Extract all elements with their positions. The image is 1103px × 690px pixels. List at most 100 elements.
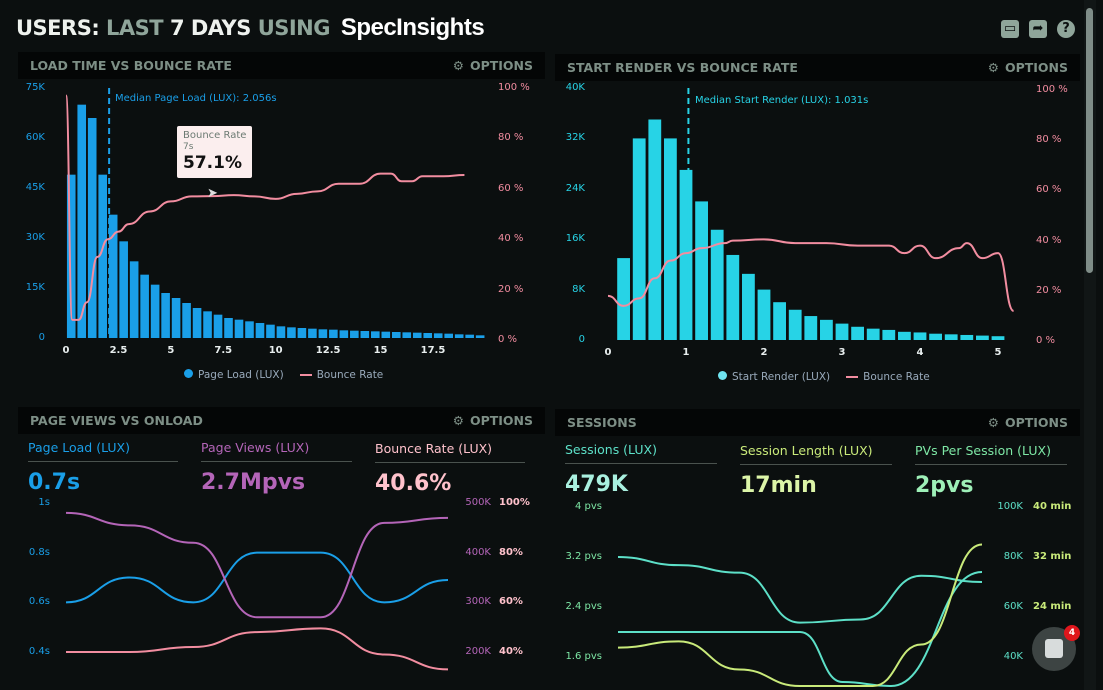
- histogram-bar[interactable]: [266, 324, 275, 338]
- histogram-bar[interactable]: [171, 298, 181, 338]
- histogram-bar[interactable]: [224, 318, 233, 338]
- histogram-bar[interactable]: [976, 335, 989, 340]
- legend-item[interactable]: Page Load (LUX): [184, 369, 284, 381]
- histogram-bar[interactable]: [77, 104, 87, 339]
- histogram-bar[interactable]: [944, 334, 958, 340]
- histogram-bar[interactable]: [454, 334, 464, 338]
- options-button[interactable]: ⚙ OPTIONS: [453, 58, 533, 73]
- histogram-bar[interactable]: [710, 229, 724, 340]
- histogram-bar[interactable]: [412, 332, 422, 338]
- histogram-bar[interactable]: [108, 214, 118, 338]
- histogram-bar[interactable]: [773, 302, 786, 340]
- y-tick-label: 0.6s: [28, 596, 50, 608]
- series-line[interactable]: [66, 627, 449, 671]
- chat-button[interactable]: 4: [1032, 625, 1080, 671]
- monitor-icon[interactable]: ▭: [1001, 20, 1019, 38]
- histogram-bar[interactable]: [339, 330, 349, 338]
- histogram-bar[interactable]: [648, 119, 662, 341]
- histogram-bar[interactable]: [423, 333, 433, 338]
- histogram-bar[interactable]: [391, 332, 401, 338]
- histogram-bar[interactable]: [433, 333, 443, 338]
- histogram-bar[interactable]: [360, 331, 370, 338]
- y2-tick-label: 100K: [997, 501, 1023, 512]
- legend-item[interactable]: Start Render (LUX): [718, 371, 830, 383]
- histogram-bar[interactable]: [129, 261, 139, 338]
- histogram-bar[interactable]: [350, 330, 359, 338]
- histogram-bar[interactable]: [402, 332, 412, 338]
- histogram-bar[interactable]: [381, 331, 391, 338]
- help-icon[interactable]: ?: [1057, 20, 1075, 38]
- histogram-bar[interactable]: [276, 326, 286, 338]
- histogram-bar[interactable]: [664, 138, 677, 340]
- histogram-bar[interactable]: [444, 333, 454, 338]
- series-line[interactable]: [65, 551, 449, 604]
- kpi-label: Page Load (LUX): [28, 440, 178, 462]
- histogram-bar[interactable]: [788, 309, 802, 340]
- histogram-bar[interactable]: [87, 118, 97, 338]
- histogram-bar[interactable]: [991, 336, 1005, 340]
- tooltip: Bounce Rate 7s 57.1%: [177, 126, 253, 178]
- histogram-bar[interactable]: [475, 335, 485, 338]
- histogram-bar[interactable]: [119, 241, 128, 338]
- histogram-bar[interactable]: [835, 323, 849, 340]
- histogram-bar[interactable]: [617, 258, 630, 340]
- histogram-bar[interactable]: [742, 273, 755, 340]
- histogram-bar[interactable]: [213, 314, 223, 338]
- title-last: LAST: [106, 16, 164, 40]
- histogram-bar[interactable]: [960, 334, 974, 340]
- histogram-bar[interactable]: [161, 293, 170, 338]
- legend-item[interactable]: Bounce Rate: [846, 371, 930, 383]
- histogram-bar[interactable]: [866, 328, 880, 340]
- histogram-bar[interactable]: [287, 327, 296, 338]
- histogram-bar[interactable]: [726, 254, 740, 340]
- kpi-label: Sessions (LUX): [565, 442, 717, 464]
- x-tick-label: 15: [373, 345, 388, 356]
- options-button[interactable]: ⚙ OPTIONS: [988, 60, 1068, 75]
- histogram-bar[interactable]: [192, 308, 202, 338]
- y2-tick-label: 300K: [465, 596, 491, 608]
- histogram-bar[interactable]: [695, 201, 708, 340]
- scrollbar-thumb[interactable]: [1086, 8, 1093, 273]
- y-tick-label: 60K: [25, 132, 45, 143]
- histogram-bar[interactable]: [182, 303, 191, 338]
- histogram-bar[interactable]: [140, 274, 149, 338]
- histogram-bar[interactable]: [255, 323, 265, 338]
- histogram-bar[interactable]: [929, 333, 942, 340]
- histogram-bar[interactable]: [297, 328, 307, 338]
- histogram-bar[interactable]: [329, 329, 338, 338]
- y-tick-label: 0.4s: [28, 646, 50, 657]
- histogram-bar[interactable]: [804, 316, 818, 340]
- options-button[interactable]: ⚙ OPTIONS: [453, 413, 533, 428]
- series-line[interactable]: [65, 511, 449, 619]
- x-tick-label: 5: [994, 347, 1002, 358]
- series-line[interactable]: [617, 571, 983, 688]
- share-icon[interactable]: ➦: [1029, 20, 1047, 38]
- histogram-bar[interactable]: [913, 332, 927, 340]
- histogram-bar[interactable]: [234, 319, 244, 338]
- histogram-bar[interactable]: [371, 331, 380, 338]
- histogram-bar[interactable]: [66, 174, 76, 338]
- histogram-bar[interactable]: [465, 334, 474, 338]
- histogram-bar[interactable]: [203, 311, 212, 338]
- histogram-bar[interactable]: [150, 284, 160, 338]
- histogram-bar[interactable]: [851, 326, 864, 340]
- histogram-bar[interactable]: [318, 329, 328, 338]
- histogram-bar[interactable]: [820, 319, 833, 340]
- bounce-rate-line[interactable]: [607, 238, 1015, 312]
- histogram-bar[interactable]: [882, 329, 896, 340]
- series-line[interactable]: [617, 543, 983, 688]
- histogram-bar[interactable]: [245, 321, 254, 338]
- histogram-bar[interactable]: [98, 174, 107, 338]
- legend-item[interactable]: Bounce Rate: [299, 369, 383, 381]
- series-line[interactable]: [617, 556, 983, 624]
- bounce-rate-line[interactable]: [65, 94, 465, 321]
- histogram-bar[interactable]: [632, 138, 646, 340]
- x-tick-label: 5: [167, 345, 175, 356]
- options-button[interactable]: ⚙ OPTIONS: [988, 415, 1068, 430]
- histogram-bar[interactable]: [898, 331, 911, 340]
- y2-tick-label: 200K: [465, 646, 491, 657]
- median-annotation: Median Page Load (LUX): 2.056s: [115, 93, 277, 104]
- scrollbar[interactable]: [1084, 0, 1096, 690]
- histogram-bar[interactable]: [757, 289, 771, 340]
- histogram-bar[interactable]: [308, 328, 317, 338]
